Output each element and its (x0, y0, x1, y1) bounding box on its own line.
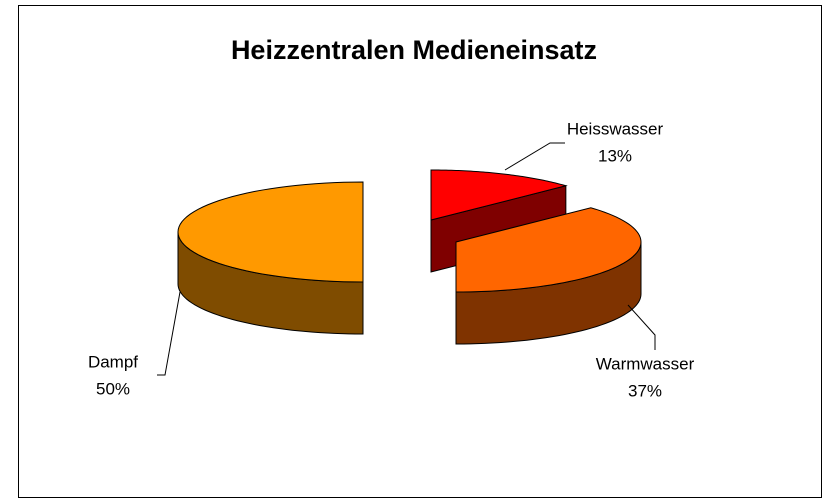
slice-label: Dampf (88, 352, 138, 371)
leader-line (504, 142, 565, 171)
slice-value-label: 37% (628, 381, 662, 400)
slice (177, 181, 364, 283)
slice (455, 207, 642, 293)
chart-frame (18, 5, 822, 498)
leader-line (157, 291, 181, 376)
chart-title: Heizzentralen Medieneinsatz (231, 35, 597, 65)
slice (430, 169, 568, 221)
slice-label: Heisswasser (567, 119, 664, 138)
slice-value-label: 50% (96, 379, 130, 398)
leader-line (627, 304, 656, 350)
slice-value-label: 13% (598, 146, 632, 165)
slice-label: Warmwasser (596, 354, 695, 373)
